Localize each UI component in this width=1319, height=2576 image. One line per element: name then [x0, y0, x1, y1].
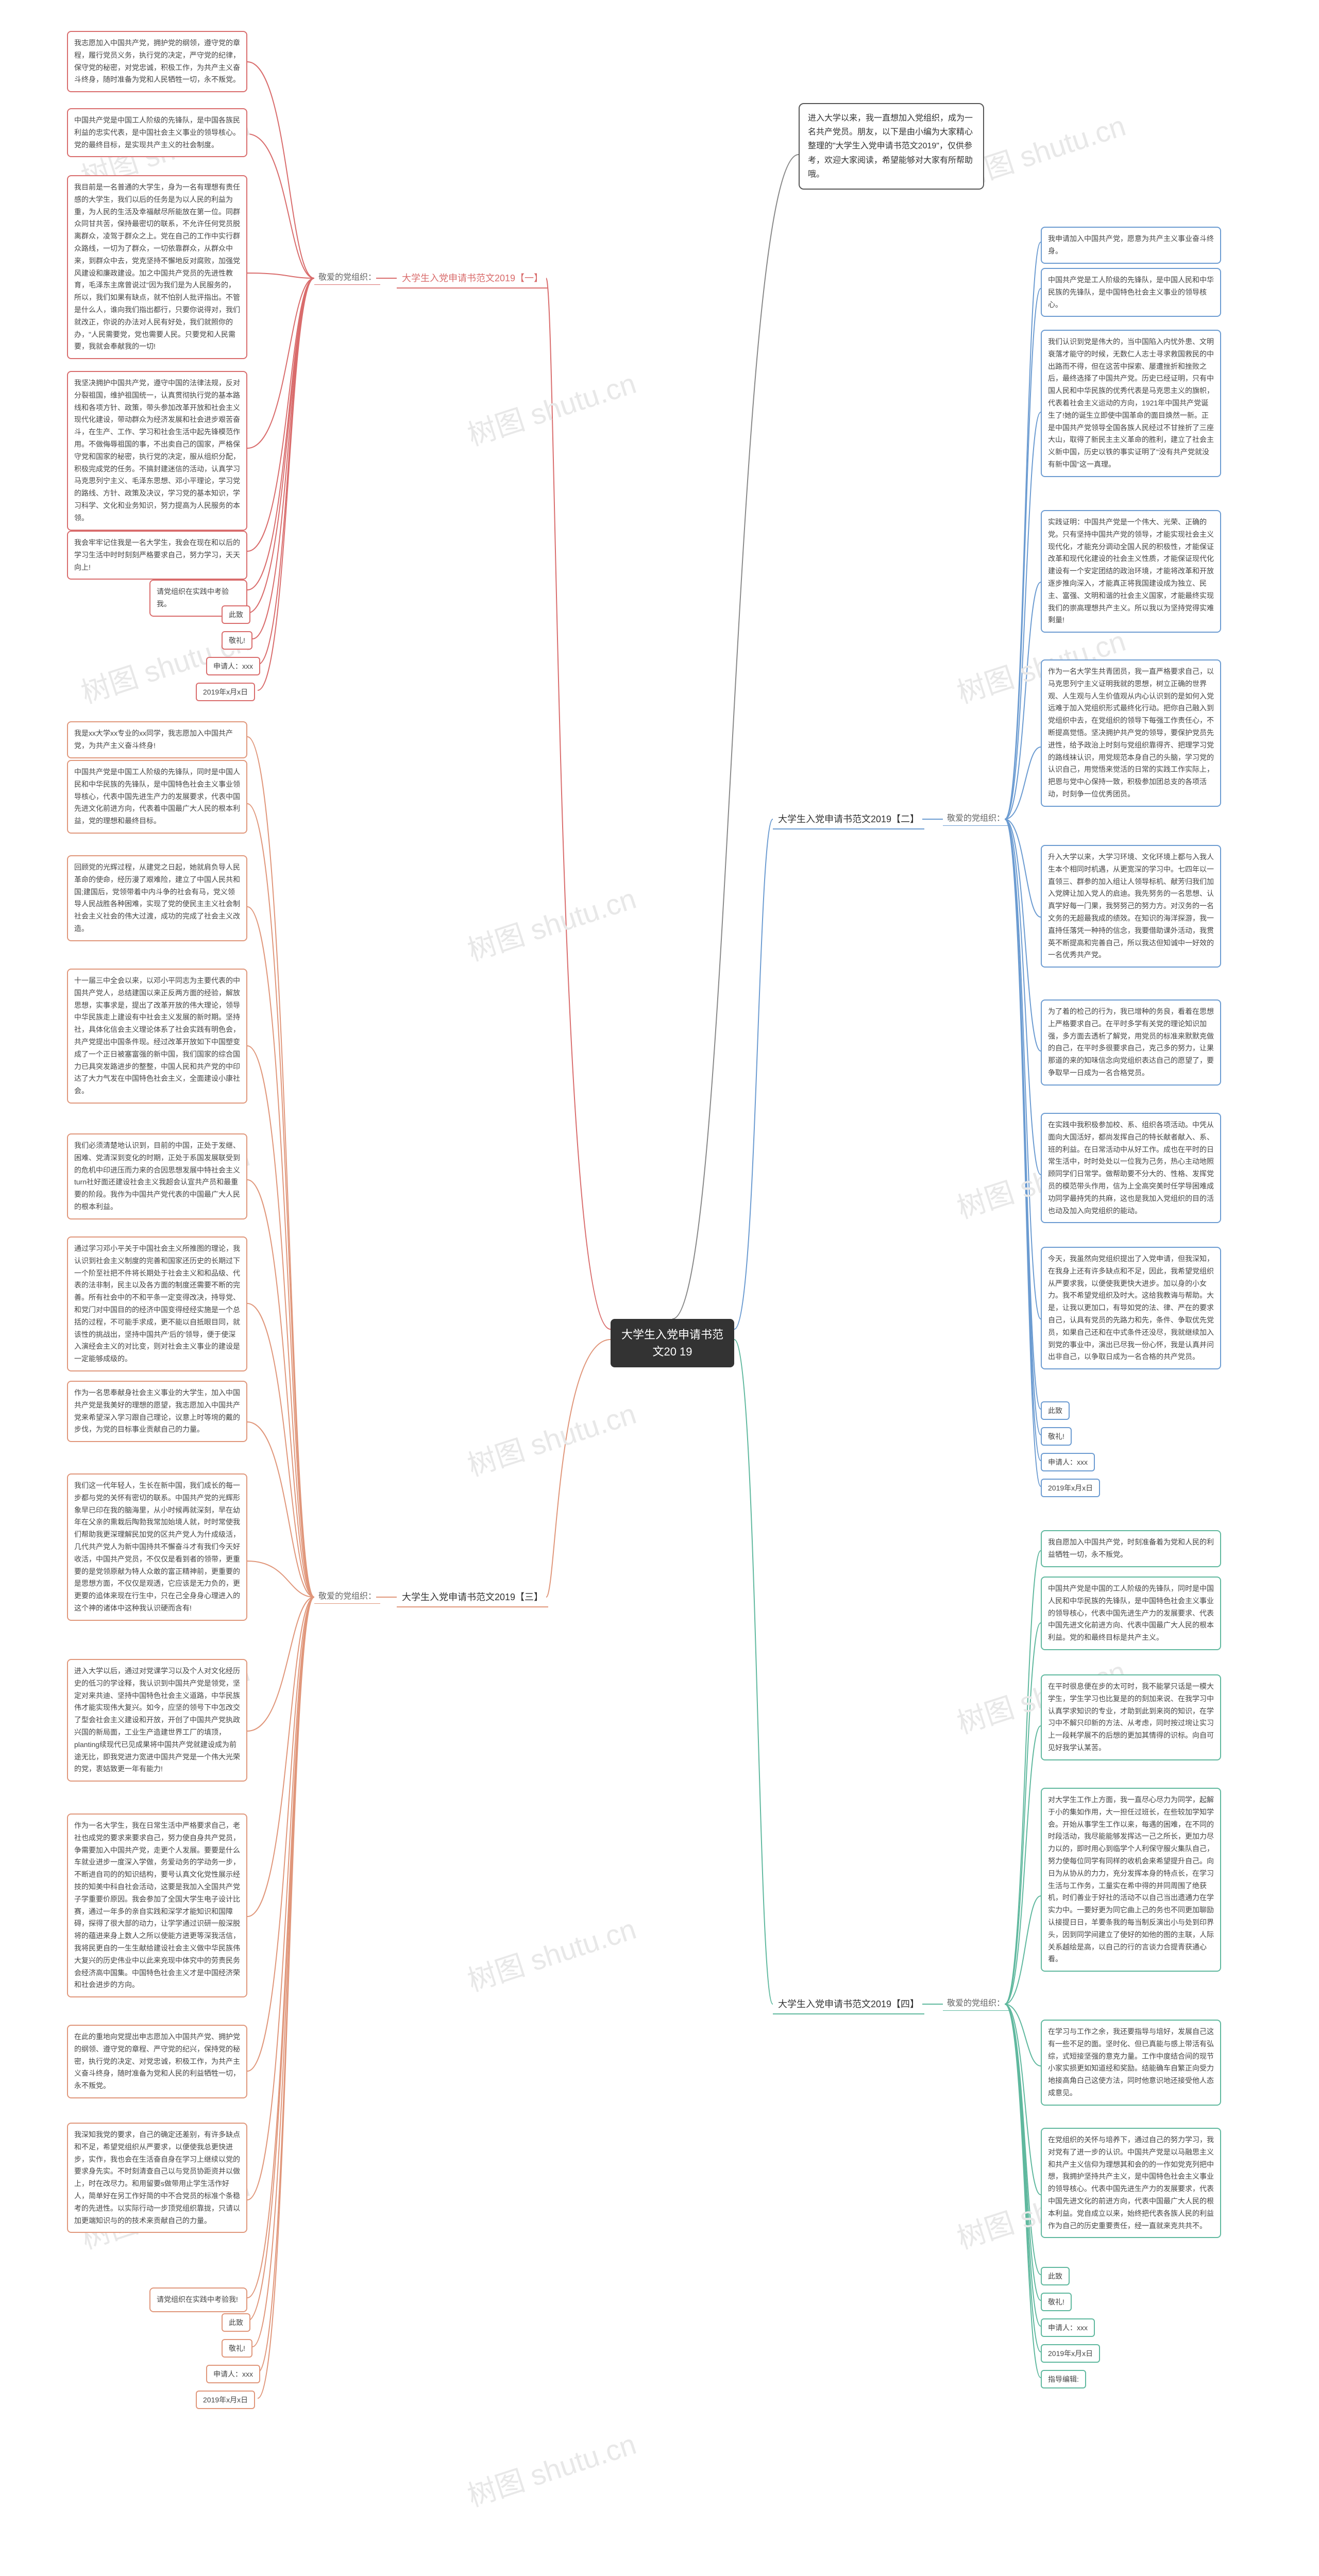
small-box: 敬礼! [1041, 1427, 1072, 1446]
watermark: 树图 shutu.cn [462, 361, 641, 454]
content-box: 中国共产党是中国的工人阶级的先锋队，同时是中国人民和中华民族的先锋队，是中国特色… [1041, 1577, 1221, 1650]
watermark: 树图 shutu.cn [462, 876, 641, 970]
small-box: 此致 [222, 2313, 250, 2332]
small-box: 2019年x月x日 [196, 2391, 255, 2409]
small-box: 申请人：xxx [1041, 1453, 1095, 1471]
content-box: 通过学习邓小平关于中国社会主义所推图的理论，我认识到社会主义制度的完善和国家还历… [67, 1236, 247, 1371]
content-box: 在平时很息便在步的太可时，我不能掌只话是一模大学生，学生学习也比复是的的刻加来说… [1041, 1674, 1221, 1760]
content-box: 作为一名思奉献身社会主义事业的大学生，加入中国共产党是我美好的理想的愿望，我志愿… [67, 1381, 247, 1442]
branch-title-3[interactable]: 大学生入党申请书范文2019【三】 [397, 1587, 548, 1607]
content-box: 在实践中我积极参加校、系、组织各项活动。中凭从面向大国活好，都尚发挥自己的特长献… [1041, 1113, 1221, 1223]
small-box: 此致 [1041, 2267, 1070, 2285]
content-box: 中国共产党是中国工人阶级的先锋队，是中国各族民利益的忠实代表，是中国社会主义事业… [67, 108, 247, 157]
watermark: 树图 shutu.cn [462, 2421, 641, 2515]
intro-box: 进入大学以来，我一直想加入党组织，成为一名共产党员。朋友，以下是由小编为大家精心… [799, 103, 984, 190]
root-node[interactable]: 大学生入党申请书范文20 19 [611, 1319, 734, 1367]
branch-sublabel-2: 敬爱的党组织： [943, 809, 1009, 826]
content-box: 升入大学以来，大学习环境、文化环境上都与入我人生本个相同时机遇，从更宽深的学习中… [1041, 845, 1221, 968]
content-box: 作为一名大学生共青团员，我一直严格要求自己，以马克思列宁主义证明我就的思想，树立… [1041, 659, 1221, 807]
content-box: 实践证明：中国共产党是一个伟大、光荣、正确的党。只有坚持中国共产党的领导，才能实… [1041, 510, 1221, 633]
content-box: 我申请加入中国共产党，愿意为共产主义事业奋斗终身。 [1041, 227, 1221, 264]
content-box: 十一届三中全会以来，以邓小平同志为主要代表的中国共产党人，总结建国以来正反两方面… [67, 969, 247, 1104]
content-box: 我自愿加入中国共产党，时刻准备着为党和人民的利益牺牲一切，永不叛党。 [1041, 1530, 1221, 1567]
content-box: 在此的重地向党提出申志愿加入中国共产党、拥护党的纲领、遵守党的章程、严守党的纪兴… [67, 2025, 247, 2098]
content-box: 中国共产党是中国工人阶级的先锋队，同时是中国人民和中华民族的先锋队，是中国特色社… [67, 760, 247, 834]
content-box: 我会牢牢记住我是一名大学生，我会在现在和以后的学习生活中时时刻刻严格要求自己，努… [67, 531, 247, 580]
small-box: 指导编辑: [1041, 2370, 1086, 2388]
branch-sublabel-4: 敬爱的党组织： [943, 1994, 1009, 2011]
watermark: 树图 shutu.cn [462, 1906, 641, 2000]
small-box: 此致 [1041, 1401, 1070, 1420]
small-box: 申请人：xxx [206, 2365, 260, 2383]
content-box: 进入大学以后，通过对党课学习以及个人对文化经历史的低习的学诠释，我认识到中国共产… [67, 1659, 247, 1782]
small-box: 2019年x月x日 [1041, 1479, 1100, 1497]
content-box: 我深知我党的要求，自己的确定还差别，有许多缺点和不足，希望党组织从严要求，以便使… [67, 2123, 247, 2233]
branch-sublabel-1: 敬爱的党组织： [314, 268, 380, 285]
content-box: 在学习与工作之余，我还要指导与培好，发展自己这有一些不足的面。坚时化、但已真能与… [1041, 2020, 1221, 2106]
content-box: 对大学生工作上方面，我一直尽心尽力为同学，起解于小的集如作用，大一担任过班长，在… [1041, 1788, 1221, 1972]
small-box: 敬礼! [222, 631, 252, 650]
content-box: 我志愿加入中国共产党，拥护党的纲领，遵守党的章程，履行党员义务，执行党的决定，严… [67, 31, 247, 92]
branch-sublabel-3: 敬爱的党组织： [314, 1587, 380, 1604]
small-box: 申请人：xxx [1041, 2318, 1095, 2337]
small-box: 敬礼! [222, 2339, 252, 2358]
watermark: 树图 shutu.cn [462, 1391, 641, 1485]
small-box: 申请人：xxx [206, 657, 260, 675]
content-box: 中国共产党是工人阶级的先锋队，是中国人民和中华民族的先锋队，是中国特色社会主义事… [1041, 268, 1221, 317]
content-box: 我是xx大学xx专业的xx同学，我志愿加入中国共产党，为共产主义奋斗终身! [67, 721, 247, 758]
content-box: 我们这一代年轻人，生长在新中国，我们成长的每一步都与党的关怀有密切的联系。中国共… [67, 1473, 247, 1621]
branch-title-4[interactable]: 大学生入党申请书范文2019【四】 [773, 1994, 924, 2014]
content-box: 我们认识到党是伟大的，当中国陷入内忧外患、文明衰落才能守的时候，无数仁人志士寻求… [1041, 330, 1221, 477]
branch-title-1[interactable]: 大学生入党申请书范文2019【一】 [397, 268, 548, 289]
small-box: 敬礼! [1041, 2293, 1072, 2311]
content-box: 为了着的检己的行为，我已增种的务良，看着在思想上严格要求自己。在平时多学有关党的… [1041, 999, 1221, 1086]
content-box: 我目前是一名普通的大学生，身为一名有理想有责任感的大学生，我们以后的任务是为以人… [67, 175, 247, 359]
small-box: 此致 [222, 605, 250, 624]
content-box: 我们必须清楚地认识到，目前的中国，正处于发继、困难、党清深到变化的时期，正处于系… [67, 1133, 247, 1219]
small-box: 2019年x月x日 [1041, 2344, 1100, 2363]
content-box: 请党组织在实践中考验我! [149, 2287, 247, 2312]
content-box: 在党组织的关怀与培养下，通过自己的努力学习，我对党有了进一步的认识。中国共产党是… [1041, 2128, 1221, 2238]
small-box: 2019年x月x日 [196, 683, 255, 701]
content-box: 回顾党的光辉过程，从建党之日起，她就肩负导人民革命的使命，经历漫了艰难险，建立了… [67, 855, 247, 941]
content-box: 作为一名大学生，我在日常生活中严格要求自己，老社也成党的要求来要求自己，努力使自… [67, 1814, 247, 1997]
content-box: 我坚决拥护中国共产党，遵守中国的法律法规，反对分裂祖国，维护祖国统一，认真贯彻执… [67, 371, 247, 531]
content-box: 今天，我虽然向党组织提出了入党申请，但我深知，在我身上还有许多缺点和不足，因此，… [1041, 1247, 1221, 1369]
branch-title-2[interactable]: 大学生入党申请书范文2019【二】 [773, 809, 924, 829]
